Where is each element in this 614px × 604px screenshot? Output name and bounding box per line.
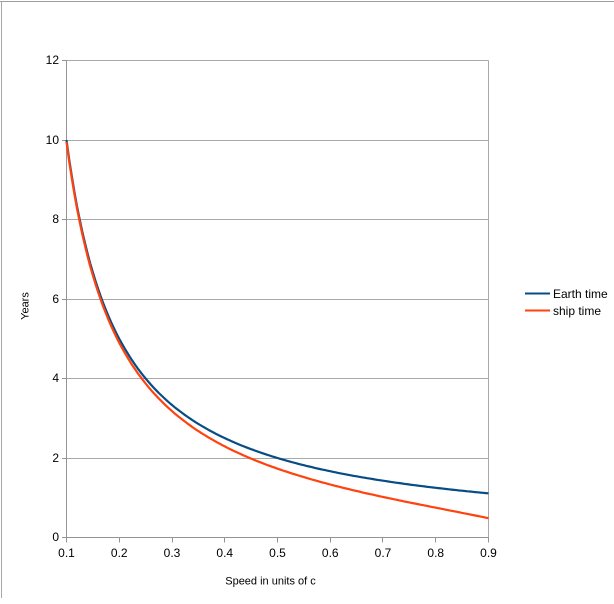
svg-text:Speed in units of c: Speed in units of c [225, 576, 316, 588]
svg-text:6: 6 [52, 292, 59, 306]
svg-text:2: 2 [52, 451, 59, 465]
svg-text:ship time: ship time [553, 304, 601, 318]
svg-text:0.3: 0.3 [164, 546, 181, 560]
svg-text:0.5: 0.5 [269, 546, 286, 560]
svg-text:0: 0 [52, 530, 59, 544]
svg-text:Earth time: Earth time [553, 287, 608, 301]
svg-text:0.6: 0.6 [322, 546, 339, 560]
svg-text:4: 4 [52, 371, 59, 385]
svg-text:0.8: 0.8 [427, 546, 444, 560]
svg-text:0.9: 0.9 [480, 546, 497, 560]
svg-text:0.4: 0.4 [216, 546, 233, 560]
svg-text:8: 8 [52, 212, 59, 226]
svg-text:Years: Years [20, 292, 32, 320]
svg-text:10: 10 [46, 133, 60, 147]
svg-text:0.7: 0.7 [375, 546, 392, 560]
svg-text:12: 12 [46, 53, 60, 67]
svg-text:0.2: 0.2 [111, 546, 128, 560]
svg-text:0.1: 0.1 [58, 546, 75, 560]
